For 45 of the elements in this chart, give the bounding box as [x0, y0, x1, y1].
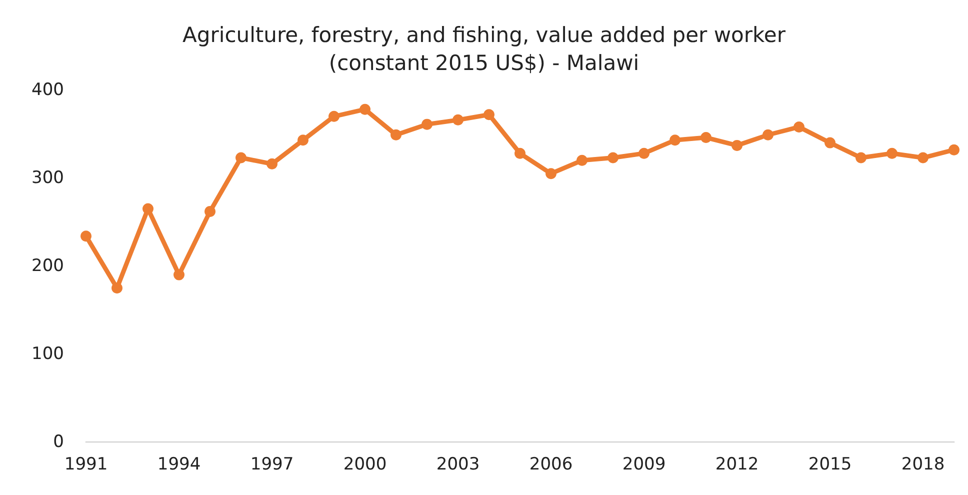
- x-tick-label: 2000: [343, 454, 387, 474]
- point: [546, 168, 556, 180]
- point: [824, 137, 836, 148]
- point: [948, 144, 960, 156]
- point: [856, 152, 866, 164]
- x-tick-label: 2012: [715, 454, 759, 474]
- y-tick-label: 300: [32, 168, 64, 188]
- chart-title: Agriculture, forestry, and fishing, value added per worker (constant 2015 US$) - Malawi: [182, 23, 786, 75]
- y-tick-label: 0: [53, 432, 64, 452]
- point: [484, 109, 494, 120]
- point: [422, 118, 432, 130]
- point: [886, 148, 898, 159]
- point: [700, 132, 712, 144]
- point: [142, 203, 154, 214]
- x-tick-label: 1997: [250, 454, 294, 474]
- point: [236, 152, 246, 164]
- point: [576, 154, 588, 166]
- x-tick-label: 1994: [157, 454, 201, 474]
- x-tick-label: 2015: [808, 454, 852, 474]
- x-tick-label: 2006: [529, 454, 573, 474]
- point: [918, 152, 928, 164]
- point: [174, 269, 184, 280]
- x-tick-label: 1991: [64, 454, 108, 474]
- point: [794, 121, 804, 132]
- point: [204, 206, 216, 217]
- point: [266, 158, 278, 170]
- point: [328, 110, 340, 122]
- point: [112, 282, 122, 294]
- point: [608, 152, 618, 164]
- point: [670, 134, 680, 146]
- point: [298, 134, 308, 146]
- point: [732, 140, 742, 151]
- point: [80, 230, 92, 242]
- x-tick-label: 2018: [901, 454, 945, 474]
- point: [360, 104, 370, 115]
- point: [514, 148, 526, 159]
- x-tick-label: 2003: [436, 454, 480, 474]
- x-tick-label: 2009: [622, 454, 666, 474]
- y-tick-label: 200: [32, 256, 64, 276]
- point: [390, 129, 402, 140]
- y-tick-label: 100: [32, 344, 64, 364]
- point: [638, 148, 650, 159]
- point: [452, 114, 464, 126]
- y-tick-label: 400: [32, 80, 64, 100]
- point: [762, 129, 774, 140]
